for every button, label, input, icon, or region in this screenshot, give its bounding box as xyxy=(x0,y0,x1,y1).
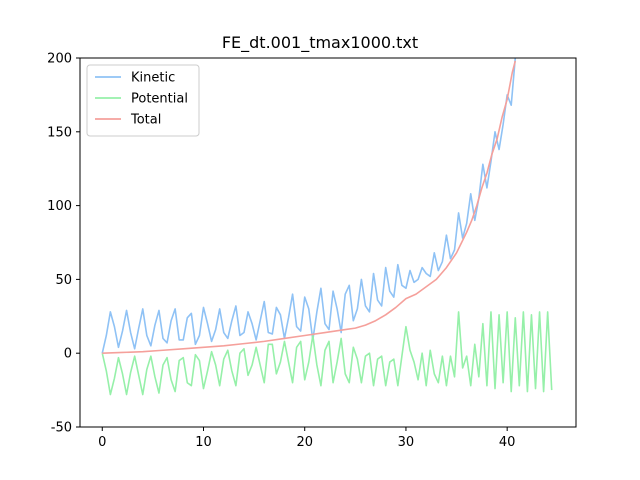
legend-label-potential: Potential xyxy=(131,92,188,107)
y-tick-label: 150 xyxy=(47,125,72,140)
ticks-layer: 0 10 20 30 40 -50 0 50 100 150 200 xyxy=(47,52,515,451)
series-line-potential xyxy=(101,311,553,396)
legend-label-total: Total xyxy=(130,113,161,128)
y-tick-label: 100 xyxy=(47,199,72,214)
plot-frame xyxy=(79,57,577,428)
x-tick-label: 10 xyxy=(195,435,212,450)
y-tick-label: 50 xyxy=(55,273,72,288)
x-tick-label: 30 xyxy=(398,435,415,450)
series-layer xyxy=(101,58,553,396)
y-tick-label: -50 xyxy=(51,421,72,436)
x-tick-label: 0 xyxy=(98,435,106,450)
x-tick-label: 40 xyxy=(499,435,516,450)
series-line-kinetic xyxy=(101,58,517,354)
chart-title: FE_dt.001_tmax1000.txt xyxy=(222,33,418,53)
legend-label-kinetic: Kinetic xyxy=(131,71,175,86)
legend: Kinetic Potential Total xyxy=(86,64,200,137)
y-tick-label: 0 xyxy=(64,347,72,362)
x-tick-label: 20 xyxy=(296,435,313,450)
y-tick-label: 200 xyxy=(47,52,72,67)
series-line-total xyxy=(102,60,517,354)
